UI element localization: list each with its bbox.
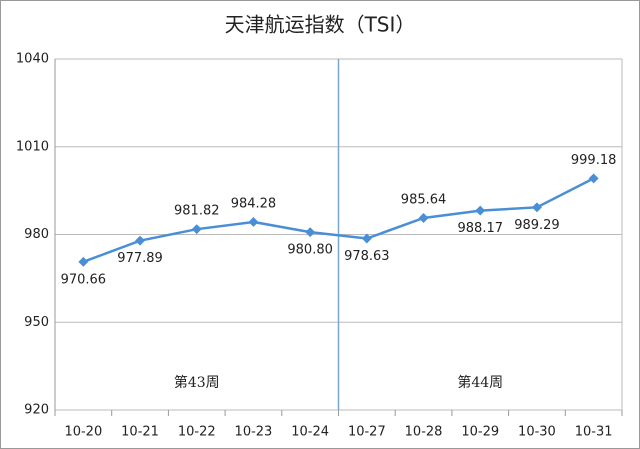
point: [532, 202, 542, 213]
point: [418, 213, 429, 223]
data-label: 977.89: [117, 251, 163, 266]
point: [305, 227, 316, 238]
data-label: 985.64: [401, 193, 447, 208]
x-tick-label: 10-29: [461, 425, 499, 440]
y-tick-label: 1010: [16, 139, 49, 154]
data-label: 980.80: [287, 243, 333, 258]
data-label: 999.18: [571, 153, 617, 168]
y-tick-label: 920: [24, 403, 49, 418]
x-tick-label: 10-21: [121, 425, 159, 440]
x-tick-label: 10-24: [291, 425, 329, 440]
data-label: 978.63: [344, 249, 390, 264]
x-tick-label: 10-27: [348, 425, 386, 440]
chart-title: 天津航运指数（TSI）: [225, 13, 416, 37]
x-tick-label: 10-28: [405, 425, 443, 440]
data-label: 988.17: [458, 221, 504, 236]
x-tick-label: 10-20: [64, 425, 102, 440]
y-tick-label: 980: [24, 227, 49, 242]
y-tick-label: 950: [24, 315, 49, 330]
point: [191, 224, 202, 235]
x-tick-label: 10-30: [518, 425, 556, 440]
point: [248, 217, 259, 227]
series-line: [82, 177, 595, 263]
data-label: 970.66: [61, 272, 107, 287]
week-label: 第44周: [457, 374, 503, 391]
point: [135, 235, 145, 246]
x-tick-label: 10-23: [235, 425, 273, 440]
week-label: 第43周: [174, 374, 220, 391]
point: [475, 205, 486, 216]
point: [588, 173, 599, 184]
data-label: 981.82: [174, 204, 220, 219]
data-label: 984.28: [231, 196, 277, 211]
point: [361, 233, 372, 244]
data-label: 989.29: [514, 218, 560, 233]
x-tick-label: 10-22: [178, 425, 216, 440]
x-tick-label: 10-31: [575, 425, 613, 440]
y-tick-label: 1040: [16, 52, 49, 67]
